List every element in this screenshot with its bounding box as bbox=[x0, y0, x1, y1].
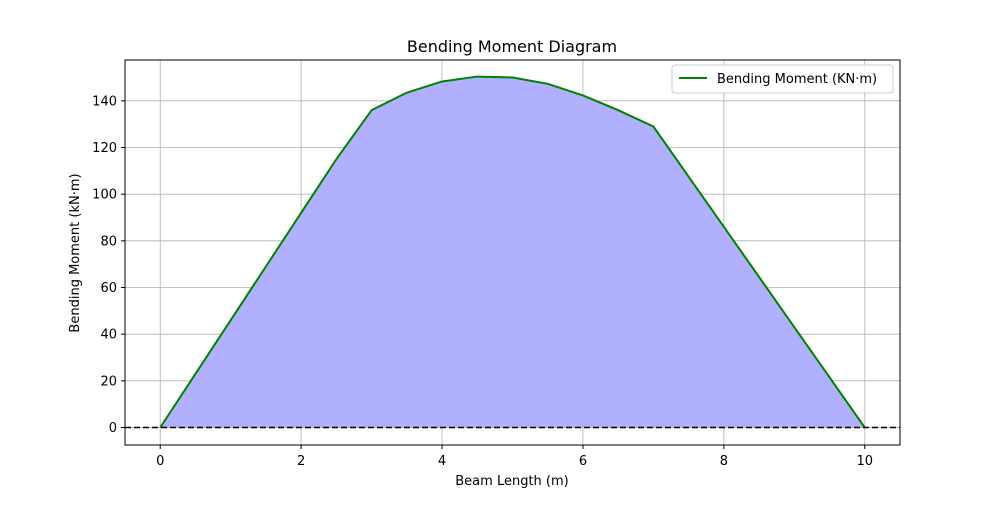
y-tick-label: 100 bbox=[92, 188, 117, 203]
legend: Bending Moment (KN·m) bbox=[671, 64, 894, 94]
x-tick-label: 2 bbox=[297, 454, 305, 469]
moment-fill-area bbox=[160, 76, 865, 428]
y-tick-label: 120 bbox=[92, 141, 117, 156]
x-tick-label: 8 bbox=[720, 454, 728, 469]
y-tick-label: 140 bbox=[92, 94, 117, 109]
x-tick-label: 0 bbox=[156, 454, 164, 469]
y-tick-label: 40 bbox=[100, 328, 117, 343]
axes-frame bbox=[124, 59, 901, 446]
x-axis-label: Beam Length (m) bbox=[455, 474, 568, 489]
y-tick-label: 20 bbox=[100, 374, 117, 389]
axes-border bbox=[124, 59, 901, 446]
x-tick-label: 10 bbox=[856, 454, 873, 469]
legend-label: Bending Moment (KN·m) bbox=[717, 72, 877, 87]
moment-line bbox=[159, 75, 866, 429]
y-tick-label: 0 bbox=[109, 421, 117, 436]
legend-box bbox=[671, 64, 894, 94]
x-tick-label: 6 bbox=[579, 454, 587, 469]
y-axis-label: Bending Moment (kN·m) bbox=[68, 173, 83, 332]
x-tick-label: 4 bbox=[438, 454, 446, 469]
chart-title: Bending Moment Diagram bbox=[407, 37, 617, 56]
plot-area bbox=[125, 75, 900, 429]
y-tick-label: 80 bbox=[100, 234, 117, 249]
y-tick-label: 60 bbox=[100, 281, 117, 296]
